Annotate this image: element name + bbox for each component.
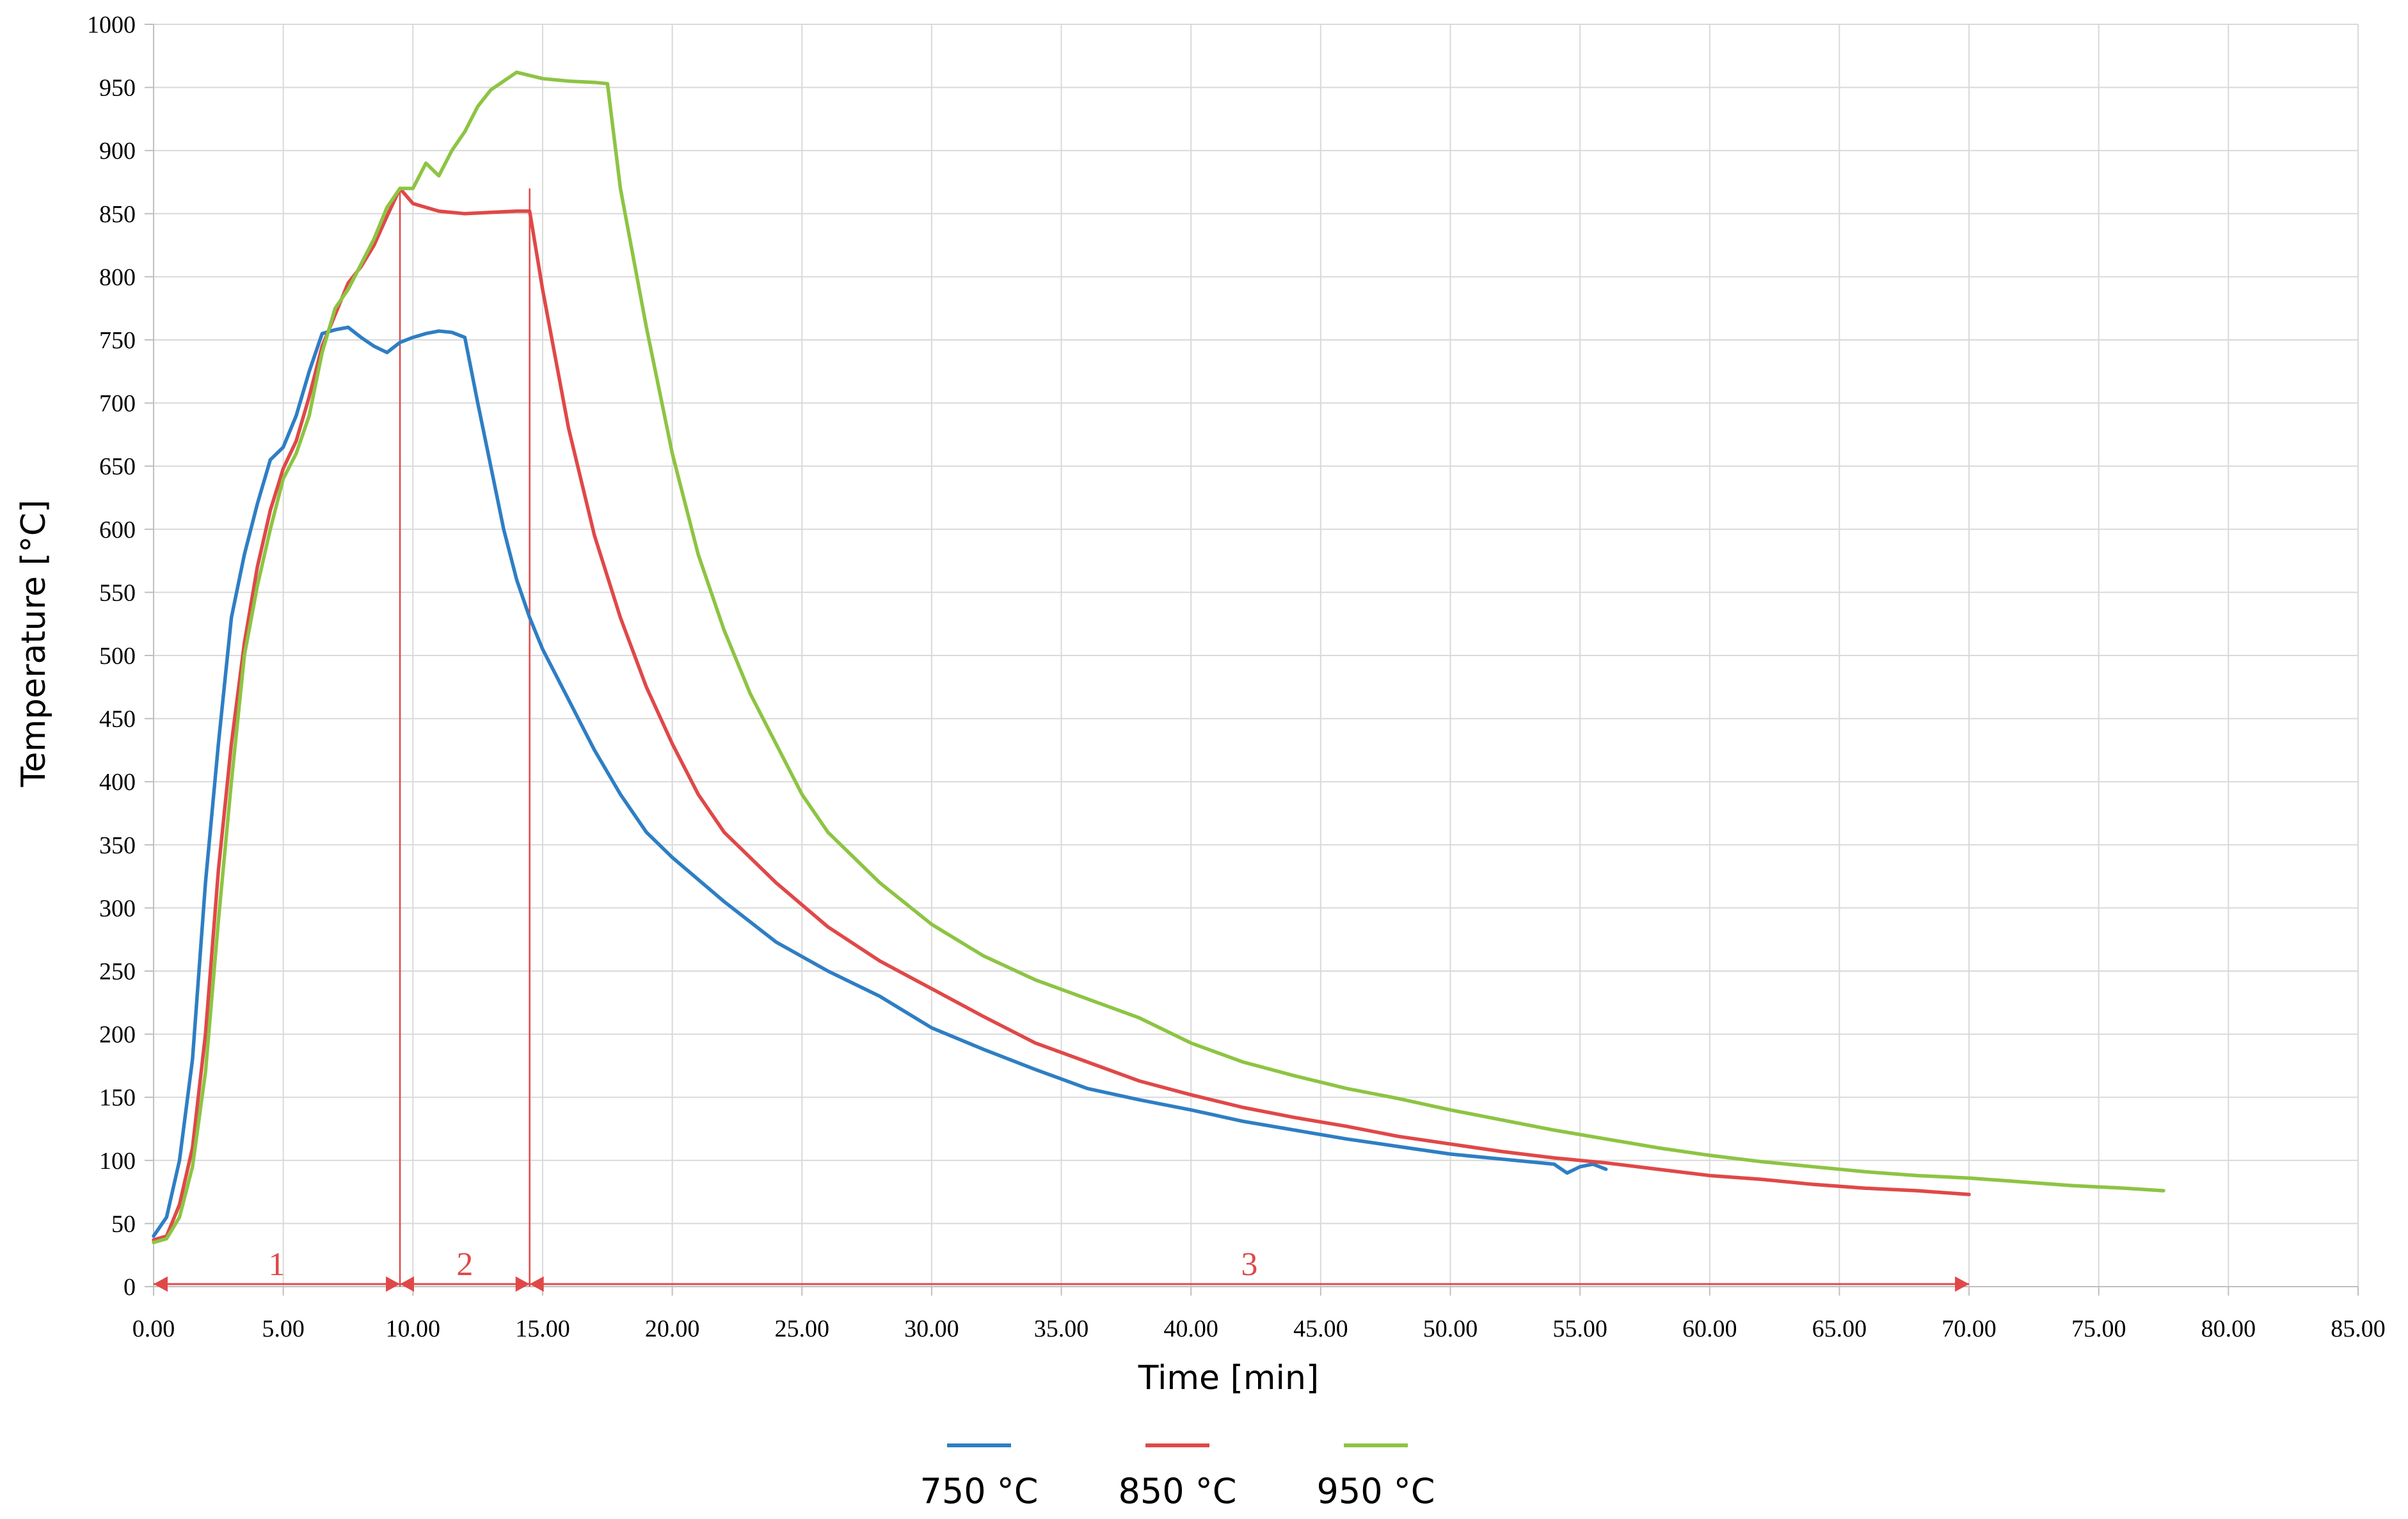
x-tick-label: 85.00 [2331,1315,2386,1342]
gridlines [154,24,2359,1287]
y-tick-label: 1000 [87,12,136,38]
x-tick-label: 45.00 [1293,1315,1348,1342]
axes [145,24,2359,1296]
phase-arrow-head-right [515,1276,530,1292]
y-tick-label: 0 [124,1274,136,1301]
phase-label: 2 [456,1246,473,1283]
phase-label: 3 [1241,1246,1257,1283]
x-tick-label: 70.00 [1942,1315,1997,1342]
legend-label: 750 °C [920,1471,1039,1511]
phase-label: 1 [269,1246,285,1283]
phase-arrow-head-right [1955,1276,1970,1292]
phase-arrow-head-right [386,1276,401,1292]
y-tick-label: 200 [99,1022,136,1049]
y-tick-label: 650 [99,453,136,480]
y-tick-label: 850 [99,201,136,228]
y-tick-label: 800 [99,264,136,291]
phase-annotations: 1 2 3 [154,188,1970,1292]
y-tick-label: 900 [99,138,136,165]
y-tick-label: 550 [99,579,136,606]
y-tick-label: 300 [99,895,136,922]
x-tick-label: 0.00 [132,1315,175,1342]
y-tick-label: 450 [99,706,136,733]
y-axis-title: Temperature [°C] [15,500,53,788]
x-tick-label: 25.00 [774,1315,829,1342]
y-tick-label: 100 [99,1148,136,1175]
phase-arrow-head-left [529,1276,544,1292]
y-tick-label: 700 [99,390,136,417]
series-line-750 [152,325,1608,1238]
x-axis-title: Time [min] [1138,1359,1319,1397]
y-tick-label: 50 [111,1210,136,1237]
phase-arrow-head-left [400,1276,415,1292]
x-tick-label: 65.00 [1812,1315,1867,1342]
y-tick-label: 750 [99,327,136,354]
y-tick-label: 150 [99,1084,136,1111]
y-tick-label: 400 [99,769,136,796]
legend: 750 °C 850 °C 950 °C [920,1443,1435,1511]
x-tick-label: 80.00 [2201,1315,2256,1342]
y-tick-label: 350 [99,832,136,859]
legend-label: 950 °C [1317,1471,1435,1511]
y-tick-label: 500 [99,643,136,670]
y-tick-label: 250 [99,958,136,985]
x-tick-label: 40.00 [1163,1315,1218,1342]
x-tick-label: 5.00 [262,1315,305,1342]
x-tick-labels: 0.00 5.00 10.00 15.00 20.00 25.00 30.00 35.00 40… [132,1315,2386,1342]
x-tick-label: 75.00 [2071,1315,2126,1342]
y-tick-label: 600 [99,517,136,543]
x-tick-label: 15.00 [515,1315,570,1342]
y-tick-label: 950 [99,75,136,102]
series-line-850 [152,186,1971,1242]
series-line-950 [152,70,2165,1244]
x-tick-label: 35.00 [1034,1315,1089,1342]
x-tick-label: 10.00 [386,1315,441,1342]
x-tick-label: 60.00 [1682,1315,1737,1342]
series-lines [152,70,2165,1244]
x-tick-label: 20.00 [645,1315,700,1342]
x-tick-label: 55.00 [1552,1315,1607,1342]
legend-label: 850 °C [1119,1471,1237,1511]
x-tick-label: 50.00 [1423,1315,1478,1342]
x-tick-label: 30.00 [904,1315,959,1342]
phase-arrow-head-left [154,1276,168,1292]
y-tick-labels: 0 50 100 150 200 250 300 350 400 450 500 550 600 650 7… [87,12,136,1301]
